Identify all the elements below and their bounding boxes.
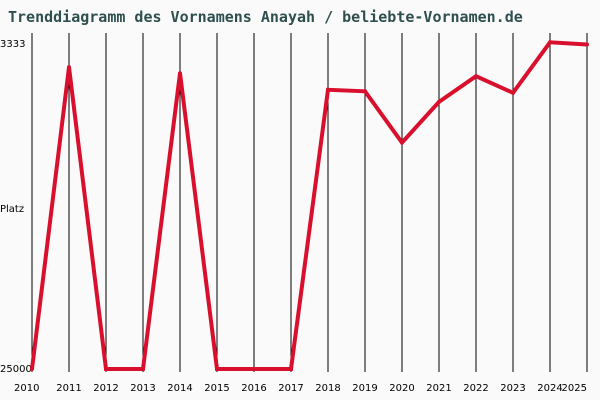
x-tick-2025: 2025 [562, 383, 587, 394]
data-point-2017 [289, 367, 293, 371]
y-tick-top: 3333 [0, 39, 25, 50]
x-tick-2014: 2014 [167, 383, 192, 394]
x-axis-ticks: 2010 2011 2012 2013 2014 2015 2016 2017 2018 2019… [14, 383, 587, 394]
data-point-2020 [400, 140, 404, 145]
x-tick-2017: 2017 [278, 383, 303, 394]
data-point-2013 [141, 367, 145, 371]
x-tick-2015: 2015 [204, 383, 229, 394]
data-point-2024 [548, 40, 552, 45]
x-tick-2024: 2024 [537, 383, 562, 394]
x-tick-2021: 2021 [426, 383, 451, 394]
x-tick-2018: 2018 [315, 383, 340, 394]
data-point-2016 [252, 367, 256, 371]
data-point-2025 [585, 42, 589, 47]
data-point-2018 [326, 87, 330, 92]
data-point-2023 [511, 90, 515, 95]
x-tick-2010: 2010 [14, 383, 39, 394]
series-layer [30, 40, 589, 371]
data-point-2021 [437, 99, 441, 104]
x-tick-2012: 2012 [93, 383, 118, 394]
data-point-2011 [67, 65, 71, 70]
x-tick-2022: 2022 [463, 383, 488, 394]
grid [31, 33, 588, 372]
series-line-0 [30, 40, 588, 371]
data-point-2022 [474, 74, 478, 79]
x-tick-2023: 2023 [500, 383, 525, 394]
y-axis-label: Platz [0, 204, 24, 215]
data-point-2012 [104, 367, 108, 371]
x-tick-2013: 2013 [130, 383, 155, 394]
chart-title: Trenddiagramm des Vornamens Anayah / bel… [8, 8, 523, 26]
y-tick-bottom: 25000 [0, 364, 32, 375]
x-tick-2019: 2019 [352, 383, 377, 394]
data-point-2019 [363, 89, 367, 94]
data-point-2015 [215, 367, 219, 371]
data-point-2014 [178, 71, 182, 76]
x-tick-2011: 2011 [56, 383, 81, 394]
x-tick-2016: 2016 [241, 383, 266, 394]
data-point-2010 [30, 367, 34, 371]
x-tick-2020: 2020 [389, 383, 414, 394]
